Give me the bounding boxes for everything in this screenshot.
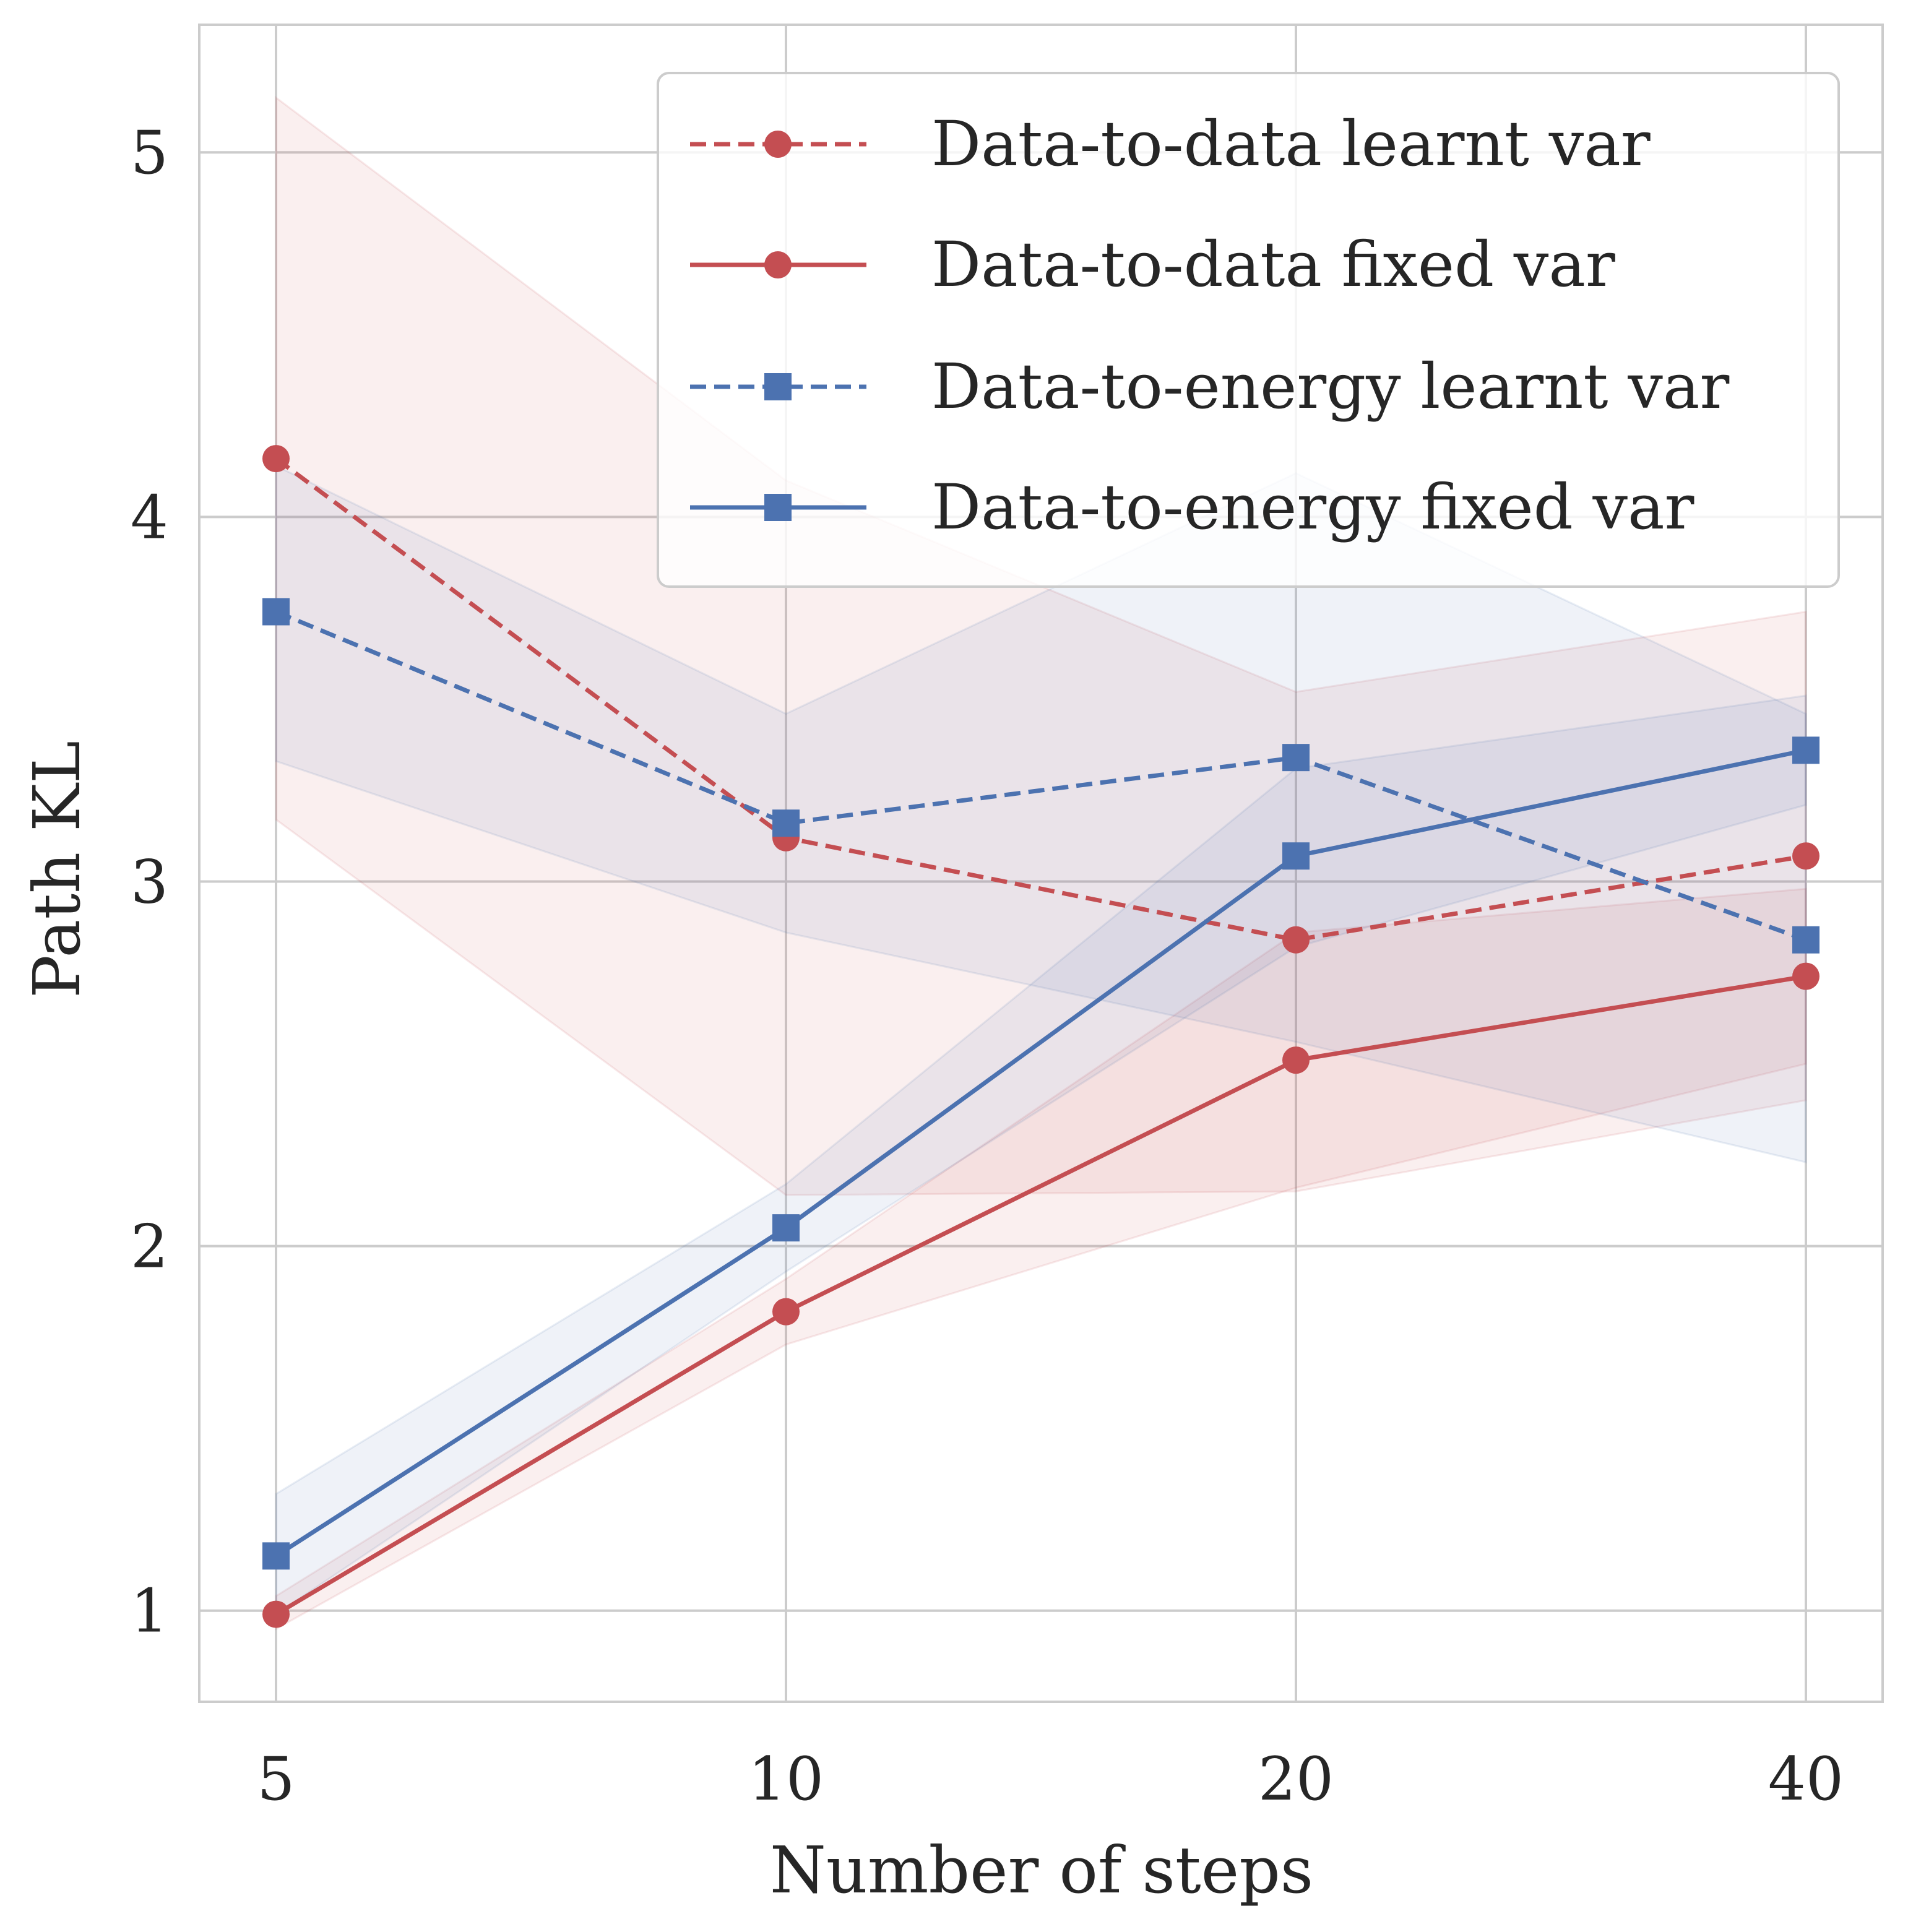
y-tick-label: 5 bbox=[131, 118, 168, 188]
y-tick-label: 3 bbox=[131, 847, 168, 916]
data-point bbox=[1282, 842, 1310, 870]
x-tick-label: 20 bbox=[1258, 1744, 1334, 1814]
series-line-1 bbox=[275, 974, 1807, 1616]
x-tick-label: 10 bbox=[748, 1744, 824, 1814]
data-point bbox=[262, 1600, 290, 1628]
series-band-1 bbox=[275, 887, 1807, 1631]
legend-label-2: Data-to-energy learnt var bbox=[931, 350, 1730, 423]
x-tick-labels: 5 10 20 40 bbox=[257, 1744, 1844, 1814]
series-line-0 bbox=[274, 457, 1807, 942]
legend-marker bbox=[764, 373, 792, 400]
x-tick-label: 5 bbox=[257, 1744, 295, 1814]
legend-label-0: Data-to-data learnt var bbox=[931, 108, 1651, 180]
y-tick-label: 2 bbox=[131, 1212, 168, 1282]
plot-frame bbox=[198, 24, 1884, 1703]
data-point bbox=[772, 1214, 800, 1242]
y-axis-title: Path KL bbox=[19, 741, 95, 998]
x-axis-title: Number of steps bbox=[770, 1832, 1313, 1908]
data-point bbox=[1792, 926, 1820, 954]
legend: Data-to-data learnt var Data-to-data fixe… bbox=[657, 72, 1840, 588]
data-point bbox=[1792, 736, 1820, 764]
data-point bbox=[1792, 962, 1820, 990]
series-band-3 bbox=[275, 694, 1807, 1616]
data-point bbox=[1282, 1046, 1310, 1074]
y-tick-label: 4 bbox=[131, 483, 168, 552]
data-point bbox=[262, 1542, 290, 1570]
legend-box bbox=[657, 72, 1840, 588]
data-point bbox=[1792, 842, 1820, 870]
legend-label-1: Data-to-data fixed var bbox=[931, 228, 1615, 301]
data-point bbox=[772, 809, 800, 837]
data-point bbox=[772, 1298, 800, 1326]
series-lines bbox=[274, 457, 1807, 1616]
x-tick-label: 40 bbox=[1768, 1744, 1844, 1814]
series-line-3 bbox=[275, 748, 1807, 1558]
legend-marker bbox=[764, 251, 792, 278]
data-point bbox=[1282, 926, 1310, 954]
legend-label-3: Data-to-energy fixed var bbox=[931, 471, 1694, 543]
y-tick-labels: 1 2 3 4 5 bbox=[131, 118, 168, 1646]
data-point bbox=[1282, 744, 1310, 772]
series-line-2 bbox=[275, 610, 1807, 942]
series-band-2 bbox=[275, 464, 1807, 1163]
legend-marker bbox=[764, 131, 792, 158]
series-markers bbox=[262, 445, 1820, 1628]
data-point bbox=[262, 598, 290, 626]
y-tick-label: 1 bbox=[131, 1577, 168, 1646]
data-point bbox=[262, 445, 290, 473]
legend-marker bbox=[764, 494, 792, 521]
